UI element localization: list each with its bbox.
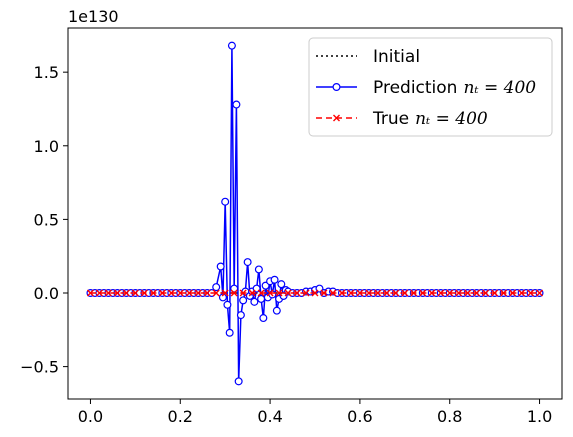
true-point <box>338 289 346 297</box>
true-point <box>374 289 382 297</box>
plot-area <box>86 41 544 386</box>
prediction-point <box>239 296 248 305</box>
true-point <box>473 289 481 297</box>
true-point <box>500 289 508 297</box>
true-point <box>410 289 418 297</box>
x-tick-label: 0.6 <box>347 407 372 426</box>
true-point <box>482 289 490 297</box>
true-point <box>221 289 229 297</box>
true-point <box>113 289 121 297</box>
prediction-point <box>212 283 221 292</box>
true-point <box>239 289 247 297</box>
prediction-point <box>216 262 225 271</box>
legend-marker <box>333 114 340 122</box>
true-point <box>536 289 544 297</box>
true-point <box>212 289 220 297</box>
true-point <box>446 289 454 297</box>
true-point <box>455 289 463 297</box>
true-point <box>248 289 256 297</box>
true-point <box>437 289 445 297</box>
true-point <box>203 289 211 297</box>
prediction-point <box>257 294 266 303</box>
true-point <box>176 289 184 297</box>
offset-label: 1e130 <box>68 7 119 26</box>
true-point <box>158 289 166 297</box>
true-point <box>122 289 130 297</box>
true-point <box>509 289 517 297</box>
true-point <box>383 289 391 297</box>
y-tick-label: 0.0 <box>34 284 59 303</box>
true-point <box>428 289 436 297</box>
true-point <box>527 289 535 297</box>
true-point <box>320 289 328 297</box>
axes-frame <box>67 27 563 400</box>
true-point <box>419 289 427 297</box>
prediction-point <box>272 306 281 315</box>
prediction-point <box>223 300 232 309</box>
true-point <box>95 289 103 297</box>
true-point <box>284 289 292 297</box>
true-point <box>347 289 355 297</box>
true-point <box>491 289 499 297</box>
legend-entry-initial: Initial <box>316 47 420 67</box>
true-point <box>518 289 526 297</box>
true-point <box>293 289 301 297</box>
true-point <box>356 289 364 297</box>
legend-marker <box>332 82 341 91</box>
x-tick-label: 1.0 <box>527 407 552 426</box>
legend-label: True nₜ = 400 <box>372 109 488 129</box>
legend-label: Initial <box>373 47 420 67</box>
prediction-point <box>227 41 236 50</box>
true-point <box>365 289 373 297</box>
true-point <box>401 289 409 297</box>
y-tick-label: 1.0 <box>34 137 59 156</box>
true-point <box>392 289 400 297</box>
prediction-point <box>225 328 234 337</box>
true-point <box>140 289 148 297</box>
prediction-point <box>270 275 279 284</box>
legend-entry-true: True nₜ = 400 <box>316 109 488 129</box>
prediction-point <box>254 265 263 274</box>
prediction-point <box>277 280 286 289</box>
true-point <box>149 289 157 297</box>
legend-frame <box>308 37 553 137</box>
legend: Initial Prediction nₜ = 400 True nₜ = 400 <box>308 37 553 137</box>
true-point <box>167 289 175 297</box>
prediction-point <box>243 258 252 267</box>
true-point <box>275 289 283 297</box>
prediction-point <box>218 293 227 302</box>
true-point <box>329 289 337 297</box>
true-point <box>194 289 202 297</box>
true-point <box>104 289 112 297</box>
legend-label: Prediction nₜ = 400 <box>373 78 536 98</box>
true-point <box>131 289 139 297</box>
prediction-point <box>230 284 239 293</box>
y-tick-label: −0.5 <box>20 358 59 377</box>
prediction-point <box>232 100 241 109</box>
prediction-point <box>221 197 230 206</box>
x-tick-label: 0.2 <box>168 407 193 426</box>
true-point <box>257 289 265 297</box>
x-tick-label: 0.4 <box>257 407 282 426</box>
ticks: 0.0 0.2 0.4 0.6 0.8 1.0 −0.5 0.0 0.5 1.0 1.5 <box>20 63 552 426</box>
true-point <box>86 289 94 297</box>
y-tick-label: 0.5 <box>34 210 59 229</box>
prediction-point <box>234 377 243 386</box>
true-point <box>266 289 274 297</box>
true-point <box>311 289 319 297</box>
prediction-point <box>250 297 259 306</box>
y-tick-label: 1.5 <box>34 63 59 82</box>
prediction-point <box>236 311 245 320</box>
true-point <box>185 289 193 297</box>
x-tick-label: 0.0 <box>78 407 103 426</box>
true-point <box>302 289 310 297</box>
true-point <box>230 289 238 297</box>
prediction-point <box>259 314 268 323</box>
true-point <box>464 289 472 297</box>
legend-entry-prediction: Prediction nₜ = 400 <box>316 78 536 98</box>
x-tick-label: 0.8 <box>437 407 462 426</box>
